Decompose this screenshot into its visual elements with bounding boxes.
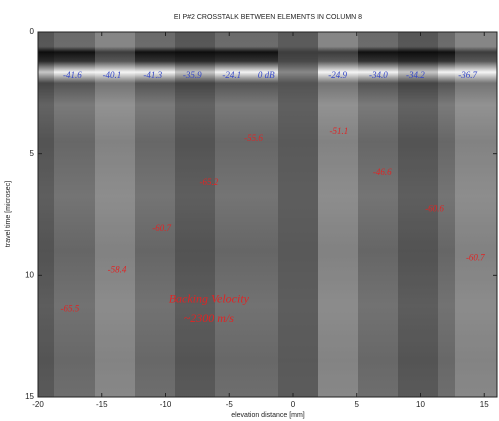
- echo-label: -35.9: [183, 70, 202, 80]
- echo-label: -34.2: [406, 70, 425, 80]
- y-tick-label: 0: [30, 27, 35, 36]
- y-tick-label: 15: [25, 392, 34, 401]
- crosstalk-label: -60.7: [466, 252, 485, 262]
- y-axis-title: travel time [microsec]: [5, 181, 12, 247]
- chart-title: EI P#2 CROSSTALK BETWEEN ELEMENTS IN COL…: [174, 14, 362, 21]
- x-tick-label: -20: [32, 400, 44, 409]
- center-column: [278, 32, 318, 397]
- echo-label: 0 dB: [258, 70, 275, 80]
- crosstalk-label: -60.6: [425, 204, 444, 214]
- crosstalk-label: -65.5: [61, 303, 80, 313]
- y-tick-label: 5: [30, 149, 35, 158]
- note-text: Backing Velocity: [169, 291, 250, 305]
- echo-label: -24.1: [222, 70, 241, 80]
- y-tick-label: 10: [25, 270, 34, 279]
- x-axis-title: elevation distance [mm]: [231, 412, 305, 419]
- crosstalk-label: -55.6: [244, 133, 263, 143]
- echo-label: -41.6: [63, 70, 82, 80]
- x-tick-label: -15: [96, 400, 108, 409]
- echo-label: -41.3: [143, 70, 162, 80]
- x-tick-label: 5: [355, 400, 360, 409]
- x-tick-label: 0: [291, 400, 296, 409]
- x-tick-label: -10: [160, 400, 172, 409]
- crosstalk-label: -65.2: [199, 177, 218, 187]
- x-tick-label: -5: [226, 400, 234, 409]
- crosstalk-label: -46.6: [373, 167, 392, 177]
- plot-frame: [37, 31, 498, 398]
- crosstalk-label: -60.7: [152, 223, 171, 233]
- echo-label: -34.0: [369, 70, 388, 80]
- image-background: [38, 32, 497, 397]
- crosstalk-label: -58.4: [108, 265, 127, 275]
- echo-label: -36.7: [458, 70, 477, 80]
- x-tick-label: 15: [480, 400, 489, 409]
- echo-label: -40.1: [103, 70, 122, 80]
- echo-label: -24.9: [328, 70, 347, 80]
- note-text: ~2300 m/s: [184, 311, 234, 325]
- x-tick-label: 10: [416, 400, 425, 409]
- crosstalk-label: -51.1: [330, 126, 349, 136]
